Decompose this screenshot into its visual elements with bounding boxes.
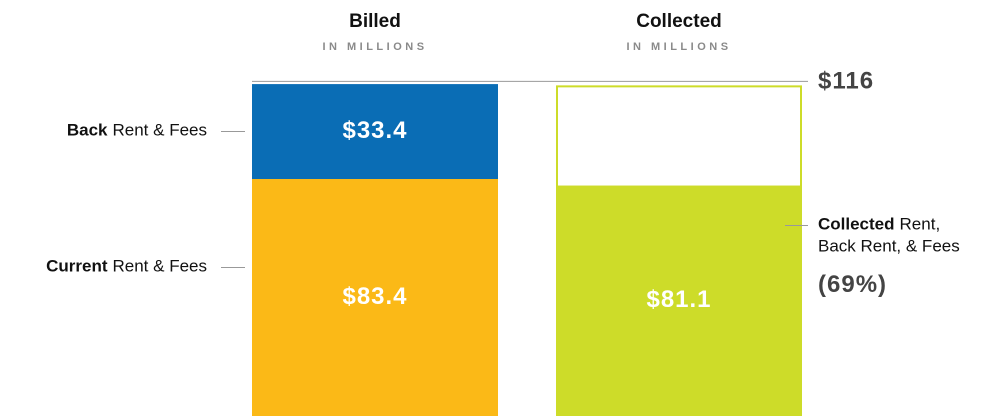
share-label: (69%) — [818, 271, 887, 298]
total-label: $116 — [818, 68, 874, 95]
bar-segment — [252, 179, 498, 416]
legend-label: Current Rent & Fees — [46, 257, 207, 276]
legend-label: Back Rent & Fees — [67, 121, 207, 140]
value-label: $81.1 — [646, 286, 711, 313]
legend-bold: Collected — [818, 215, 895, 234]
bar-segment — [556, 185, 802, 416]
bar-segment — [252, 84, 498, 180]
category-subtitle: IN MILLIONS — [626, 41, 731, 53]
category-label: Billed — [349, 11, 401, 32]
value-label: $33.4 — [342, 117, 407, 144]
legend-bold: Back — [67, 121, 108, 140]
legend-text: Rent & Fees — [113, 257, 208, 276]
legend-text: Back Rent, & Fees — [818, 237, 960, 256]
value-label: $83.4 — [342, 283, 407, 310]
legend-label: Back Rent, & Fees — [818, 237, 960, 256]
legend-text: Rent, — [900, 215, 941, 234]
legend-label: Collected Rent, — [818, 215, 940, 234]
category-label: Collected — [636, 11, 722, 32]
legend-text: Rent & Fees — [113, 121, 208, 140]
category-subtitle: IN MILLIONS — [322, 41, 427, 53]
legend-bold: Current — [46, 257, 108, 276]
